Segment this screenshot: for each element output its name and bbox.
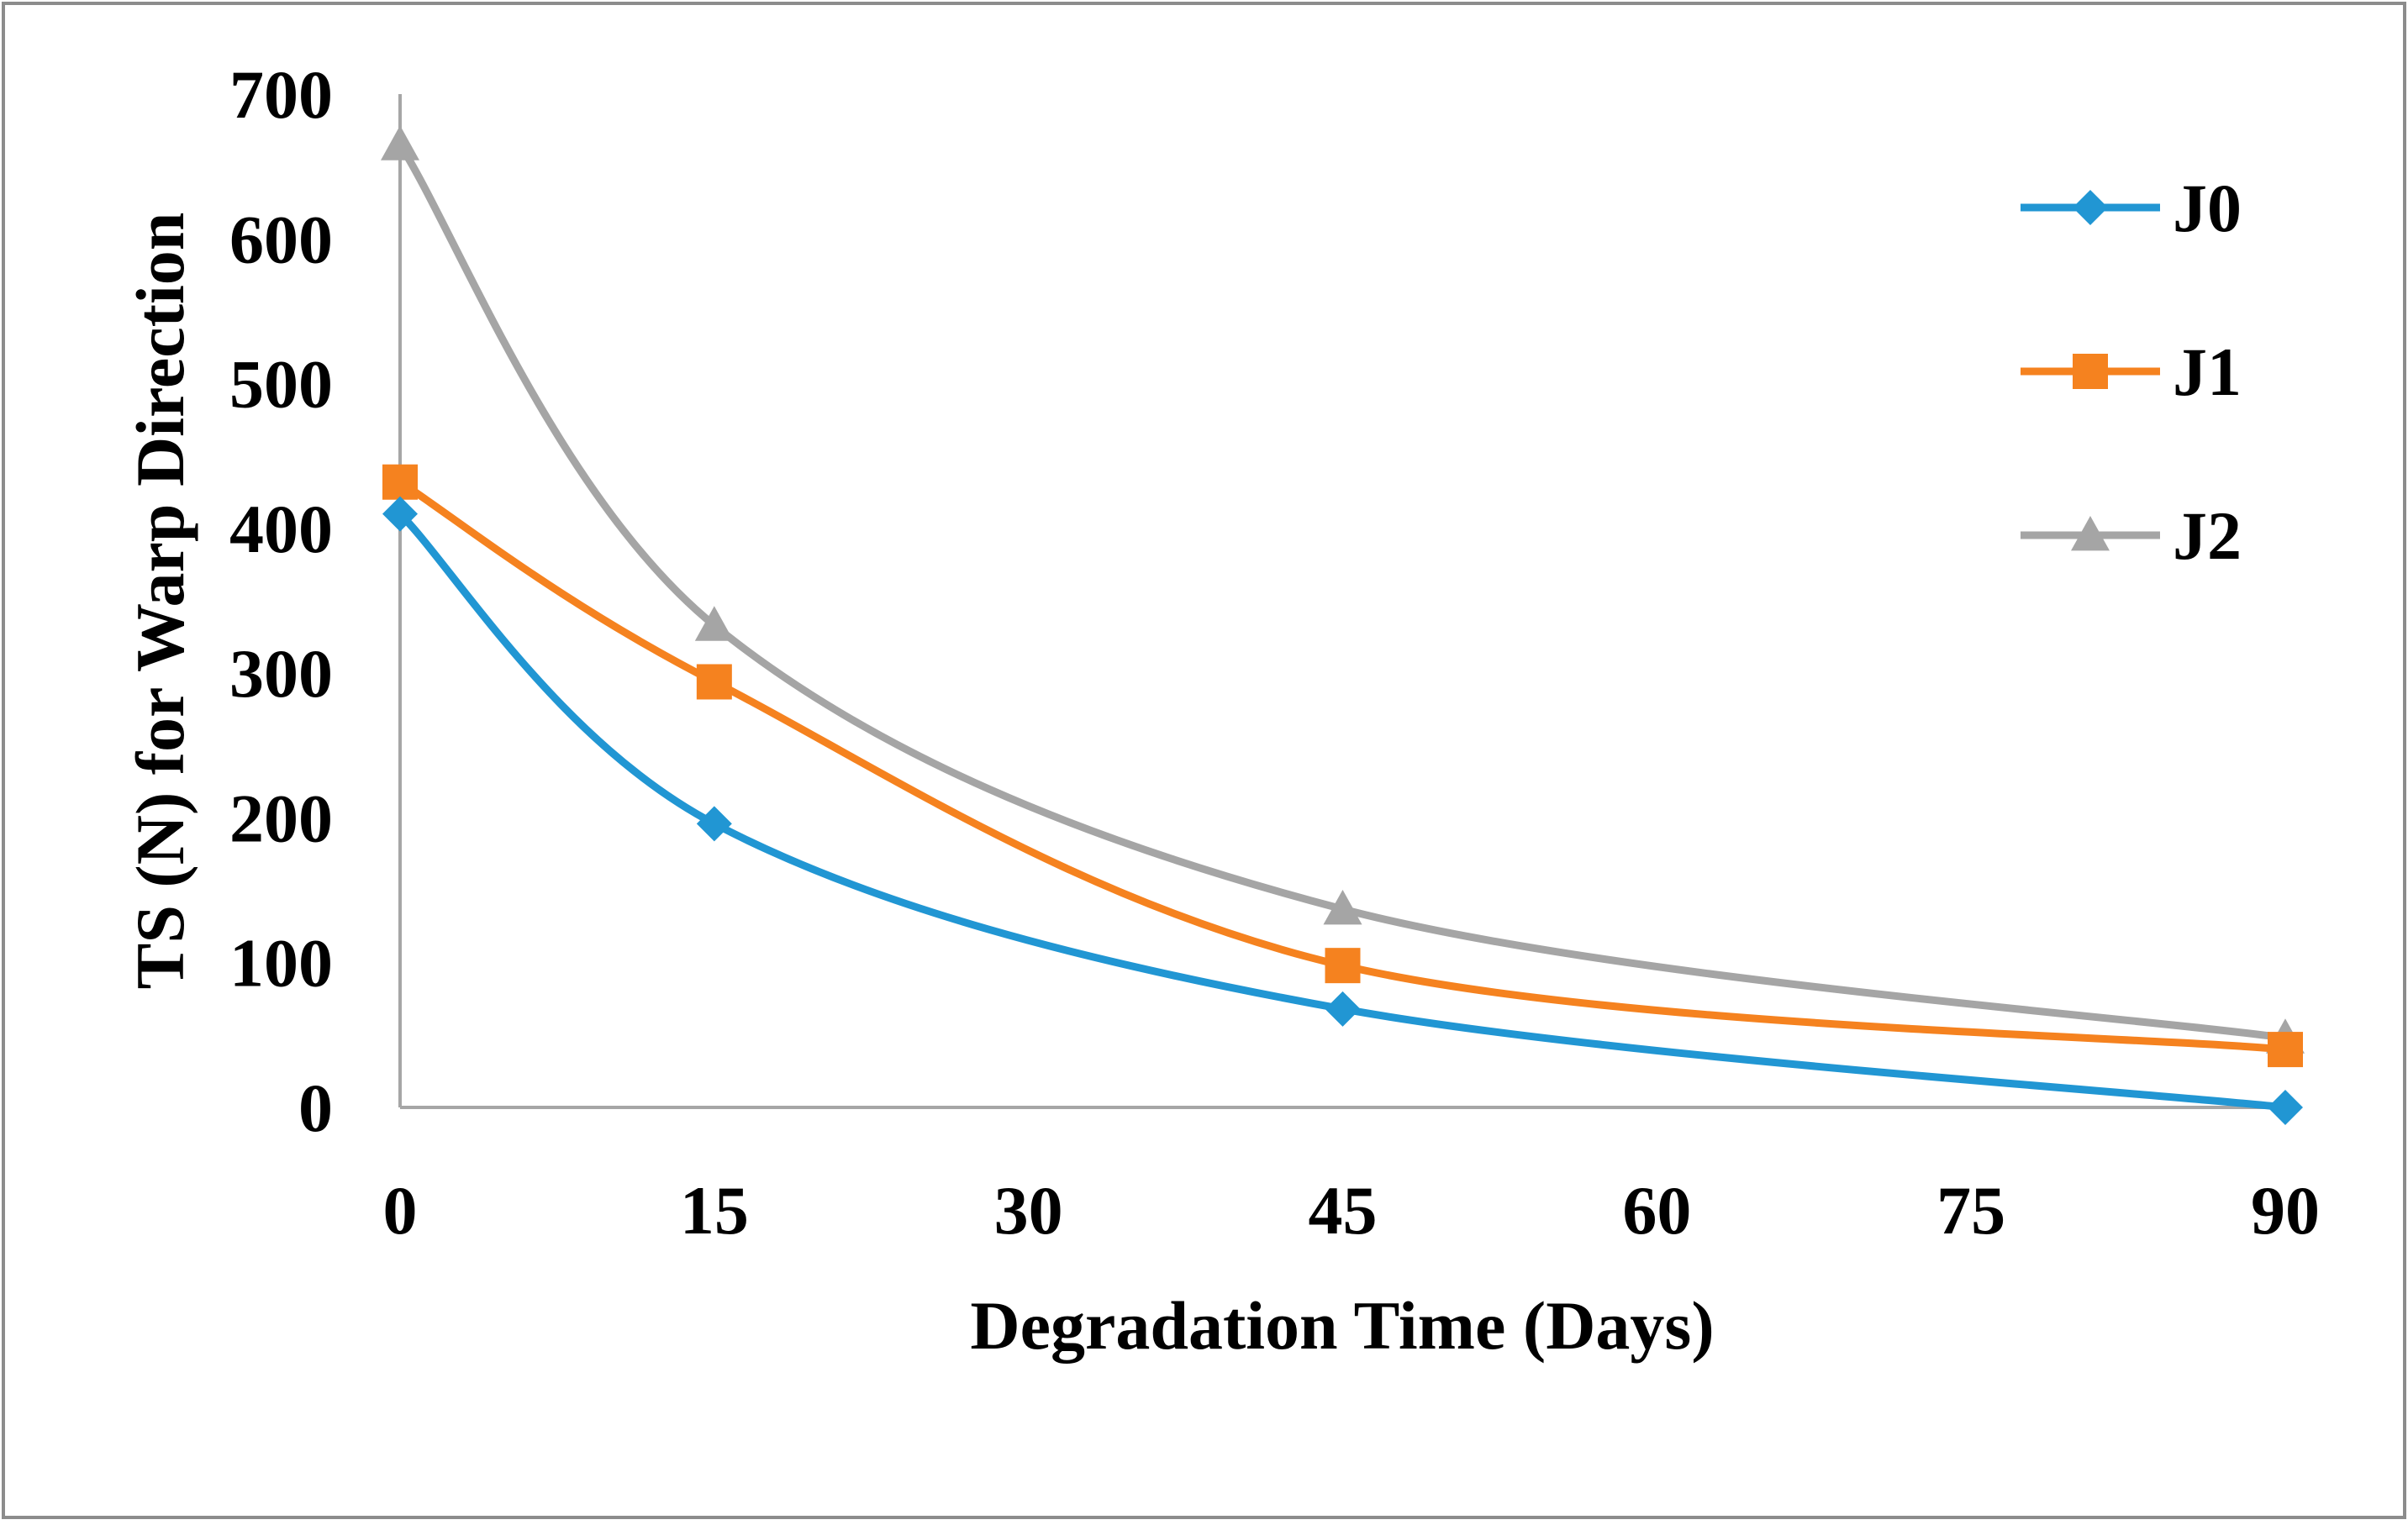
data-point-j2 [381,125,419,160]
data-point-j1 [1325,948,1361,984]
y-tick-label: 0 [298,1070,333,1146]
legend-marker-j2 [2071,516,2110,551]
y-axis-title: TS (N) for Warp Direction [122,213,198,990]
y-tick-label: 700 [229,56,333,133]
data-point-j1 [382,464,418,500]
series-line-j2 [396,140,2289,1042]
series-j0 [382,496,2303,1125]
data-point-j0 [696,806,732,842]
data-point-j2 [1323,889,1362,925]
y-tick-labels: 0 100 200 300 400 500 600 700 [229,56,333,1146]
data-point-j0 [2268,1090,2303,1125]
series-line-j0 [396,510,2289,1112]
data-point-j2 [694,606,734,641]
legend-marker-j1 [2073,354,2108,389]
legend-item-j1: J1 [2021,334,2242,410]
data-point-j1 [696,664,732,700]
x-tick-label: 0 [383,1172,418,1249]
legend-label: J1 [2173,334,2242,410]
x-tick-label: 60 [1622,1172,1691,1249]
legend-item-j0: J0 [2021,170,2242,246]
y-tick-label: 500 [229,346,333,423]
data-point-j0 [382,496,418,532]
legend-item-j2: J2 [2021,497,2242,574]
legend-label: J2 [2173,497,2242,574]
y-tick-label: 200 [229,780,333,856]
y-tick-label: 400 [229,491,333,567]
legend-marker-j0 [2073,190,2108,225]
y-tick-label: 100 [229,925,333,1002]
x-tick-label: 30 [994,1172,1063,1249]
series-line-j1 [396,478,2289,1054]
x-tick-labels: 0 15 30 45 60 75 90 [383,1172,2321,1249]
data-point-j1 [2268,1032,2303,1068]
legend-label: J0 [2173,170,2242,246]
data-point-j0 [1325,991,1361,1027]
x-tick-label: 15 [680,1172,749,1249]
legend: J0 J1 J2 [2021,170,2242,574]
x-tick-label: 90 [2251,1172,2320,1249]
x-axis-title: Degradation Time (Days) [970,1287,1714,1364]
y-tick-label: 600 [229,201,333,277]
y-tick-label: 300 [229,635,333,712]
x-tick-label: 75 [1936,1172,2005,1249]
series-lines [381,125,2305,1125]
x-tick-label: 45 [1309,1172,1378,1249]
axes [398,94,2285,1109]
series-j1 [382,464,2303,1068]
